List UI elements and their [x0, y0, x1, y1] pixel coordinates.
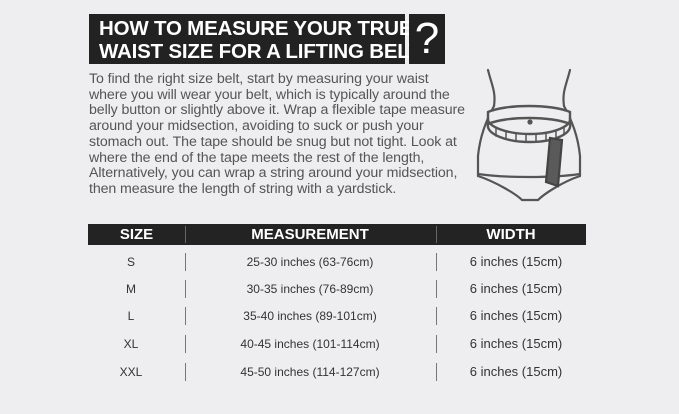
table-header: SIZE MEASUREMENT WIDTH [88, 224, 586, 245]
header-measurement: MEASUREMENT [251, 226, 369, 243]
divider [185, 335, 186, 353]
cell-size: L [127, 309, 135, 323]
divider [436, 280, 437, 298]
divider [185, 280, 186, 298]
page-title: HOW TO MEASURE YOUR TRUE WAIST SIZE FOR … [89, 14, 421, 64]
table-row: S 25-30 inches (63-76cm) 6 inches (15cm) [88, 252, 586, 272]
table-row: M 30-35 inches (76-89cm) 6 inches (15cm) [88, 279, 586, 299]
cell-size: XXL [119, 365, 143, 379]
header-size: SIZE [119, 226, 154, 243]
cell-measurement: 30-35 inches (76-89cm) [246, 282, 374, 296]
divider [436, 335, 437, 353]
divider [185, 363, 186, 381]
divider [185, 253, 186, 271]
cell-measurement: 25-30 inches (63-76cm) [246, 255, 374, 269]
divider [436, 253, 437, 271]
cell-width: 6 inches (15cm) [469, 336, 563, 351]
cell-width: 6 inches (15cm) [469, 364, 563, 379]
title-line-1: HOW TO MEASURE YOUR TRUE [99, 17, 413, 40]
cell-measurement: 40-45 inches (101-114cm) [240, 337, 380, 351]
cell-size: XL [123, 337, 139, 351]
table-row: XL 40-45 inches (101-114cm) 6 inches (15… [88, 334, 586, 354]
table-row: L 35-40 inches (89-101cm) 6 inches (15cm… [88, 306, 586, 326]
title-line-2: WAIST SIZE FOR A LIFTING BELT [99, 40, 421, 63]
cell-width: 6 inches (15cm) [469, 308, 563, 323]
cell-measurement: 35-40 inches (89-101cm) [243, 309, 377, 323]
waist-measuring-tape-icon [476, 68, 582, 202]
divider [185, 307, 186, 325]
divider [436, 363, 437, 381]
header-width: WIDTH [486, 226, 536, 243]
question-mark-icon: ? [409, 14, 445, 64]
divider [436, 226, 437, 243]
description: To find the right size belt, start by me… [89, 71, 465, 197]
cell-size: M [126, 282, 136, 296]
cell-measurement: 45-50 inches (114-127cm) [240, 365, 380, 379]
cell-width: 6 inches (15cm) [469, 281, 563, 296]
divider [185, 226, 186, 243]
divider [436, 307, 437, 325]
cell-size: S [126, 255, 135, 269]
table-row: XXL 45-50 inches (114-127cm) 6 inches (1… [88, 362, 586, 382]
cell-width: 6 inches (15cm) [469, 254, 563, 269]
